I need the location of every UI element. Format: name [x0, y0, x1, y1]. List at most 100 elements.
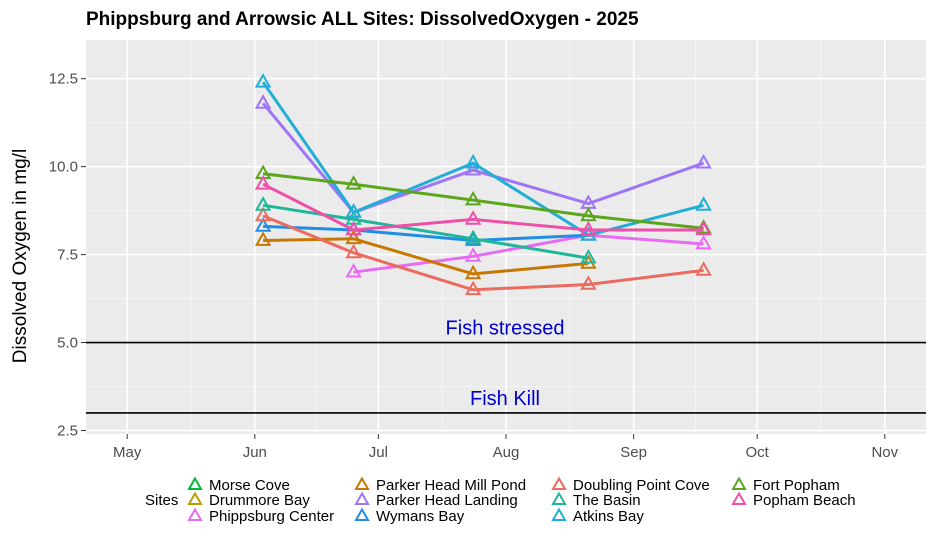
- data-point: [254, 175, 272, 190]
- data-point: [345, 175, 362, 190]
- legend-key: [731, 491, 747, 505]
- series-line: [262, 182, 704, 232]
- legend-label: Popham Beach: [753, 492, 856, 509]
- x-tick-label: Jun: [243, 444, 267, 461]
- legend-item: Morse Cove: [187, 476, 290, 494]
- legend-label: Parker Head Landing: [376, 492, 518, 509]
- y-tick-label: 7.5: [57, 247, 78, 264]
- legend-item: The Basin: [551, 491, 641, 509]
- x-tick-label: May: [113, 444, 142, 461]
- series-parker-head-landing: [254, 94, 712, 218]
- legend-item: Wymans Bay: [354, 507, 465, 525]
- chart-title: Phippsburg and Arrowsic ALL Sites: Disso…: [86, 9, 639, 30]
- series-line: [263, 224, 589, 242]
- data-point: [464, 247, 482, 262]
- reference-line-label: Fish Kill: [470, 388, 540, 410]
- legend-item: Popham Beach: [731, 491, 856, 509]
- y-tick-label: 2.5: [57, 422, 78, 439]
- data-point: [695, 196, 712, 211]
- series-line: [262, 203, 589, 260]
- x-axis: May Jun Jul Aug Sep Oct Nov: [113, 434, 899, 461]
- series-line: [262, 214, 704, 292]
- series-doubling-point-cove: [254, 206, 712, 296]
- y-tick-label: 12.5: [49, 71, 78, 88]
- legend-key: [187, 507, 203, 521]
- legend-label: Doubling Point Cove: [573, 477, 710, 494]
- series-line: [261, 81, 704, 237]
- y-axis-title: Dissolved Oxygen in mg/l: [10, 149, 31, 363]
- series-line: [262, 172, 704, 230]
- data-point: [464, 229, 482, 245]
- series-layer: [254, 73, 712, 296]
- series-line: [263, 237, 589, 276]
- legend-key: [551, 507, 567, 521]
- legend-key: [551, 491, 567, 505]
- reference-lines: Fish stressed Fish Kill: [86, 318, 926, 414]
- legend-label: Atkins Bay: [573, 508, 644, 525]
- legend-item: Parker Head Landing: [354, 491, 518, 509]
- legend-item: Phippsburg Center: [187, 507, 334, 525]
- legend-label: Drummore Bay: [209, 492, 310, 509]
- legend-key: [187, 476, 203, 490]
- plot-panel: [86, 40, 926, 434]
- legend-key: [731, 476, 747, 490]
- legend-item: Fort Popham: [731, 476, 840, 494]
- data-point: [695, 153, 712, 169]
- data-point: [695, 234, 712, 250]
- legend-key: [187, 491, 203, 505]
- data-point: [464, 190, 482, 206]
- legend-key: [354, 491, 370, 505]
- legend-label: The Basin: [573, 492, 641, 509]
- data-point: [580, 206, 597, 222]
- legend-item: Drummore Bay: [187, 491, 310, 509]
- series-line: [261, 102, 705, 214]
- x-tick-label: Jul: [369, 444, 388, 461]
- series-the-basin: [254, 196, 597, 264]
- data-point: [345, 220, 362, 236]
- data-point: [254, 73, 272, 88]
- data-point: [464, 153, 482, 169]
- data-point: [345, 203, 362, 218]
- data-point: [254, 206, 272, 222]
- data-point: [254, 231, 272, 246]
- data-point: [464, 210, 482, 225]
- series-line: [353, 233, 704, 274]
- series-popham-beach: [254, 175, 712, 236]
- legend-key: [354, 507, 370, 521]
- x-tick-label: Aug: [493, 444, 520, 461]
- legend-title: Sites: [145, 492, 178, 509]
- legend-item: Doubling Point Cove: [551, 476, 710, 494]
- y-axis: 2.5 5.0 7.5 10.0 12.5: [49, 71, 86, 439]
- x-tick-label: Oct: [746, 444, 770, 461]
- data-point: [580, 275, 597, 290]
- y-tick-label: 5.0: [57, 335, 78, 352]
- data-point: [580, 248, 597, 264]
- data-point: [580, 220, 597, 236]
- y-tick-label: 10.0: [49, 159, 78, 176]
- data-point: [345, 263, 362, 278]
- legend-item: Atkins Bay: [551, 507, 644, 525]
- legend-label: Morse Cove: [209, 477, 290, 494]
- data-point: [345, 243, 362, 259]
- data-point: [464, 161, 482, 176]
- reference-line-label: Fish stressed: [446, 318, 565, 340]
- data-point: [254, 196, 272, 211]
- data-point: [695, 220, 712, 236]
- legend-label: Wymans Bay: [376, 508, 465, 525]
- legend-key: [551, 476, 567, 490]
- data-point: [254, 217, 272, 232]
- data-point: [464, 264, 482, 280]
- x-tick-label: Nov: [871, 444, 898, 461]
- data-point: [464, 280, 482, 296]
- x-tick-label: Sep: [620, 444, 647, 461]
- legend-label: Phippsburg Center: [209, 508, 334, 525]
- legend-label: Parker Head Mill Pond: [376, 477, 526, 494]
- data-point: [254, 94, 272, 109]
- legend-key: [354, 476, 370, 490]
- legend-item: Parker Head Mill Pond: [354, 476, 526, 494]
- legend-label: Fort Popham: [753, 477, 840, 494]
- data-point: [345, 229, 362, 245]
- data-point: [695, 261, 712, 276]
